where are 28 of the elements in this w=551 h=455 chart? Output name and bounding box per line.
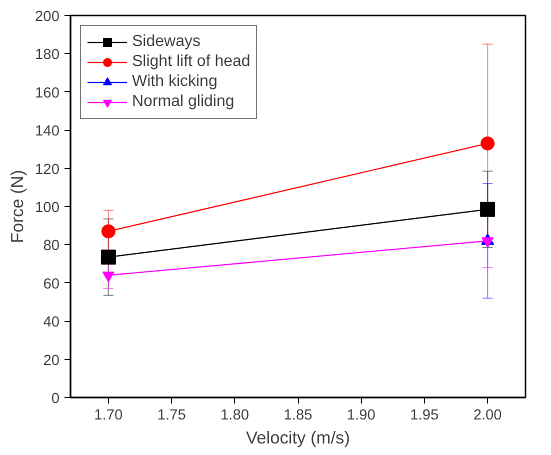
point — [480, 202, 496, 217]
legend-label: Normal gliding — [132, 93, 234, 111]
point — [480, 136, 495, 150]
y-tick-label: 60 — [43, 276, 60, 292]
legend-label: Sideways — [132, 33, 200, 51]
y-tick-label: 140 — [35, 124, 60, 140]
point — [100, 250, 116, 265]
x-tick-label: 1.70 — [94, 408, 123, 424]
x-axis-title: Velocity (m/s) — [246, 428, 350, 448]
y-tick-label: 20 — [43, 352, 60, 369]
y-tick-label: 80 — [43, 238, 60, 254]
y-tick-label: 0 — [51, 391, 60, 407]
point — [101, 224, 116, 238]
y-tick-label: 180 — [35, 47, 60, 64]
x-tick-label: 1.95 — [410, 408, 439, 424]
y-tick-label: 200 — [35, 9, 60, 25]
y-tick-label: 120 — [35, 162, 60, 178]
legend-label: With kicking — [132, 73, 218, 91]
x-tick-label: 1.80 — [220, 408, 250, 424]
x-tick-label: 1.75 — [157, 408, 186, 424]
x-tick-label: 2.00 — [473, 408, 502, 424]
y-axis-title: Force (N) — [7, 170, 28, 244]
x-tick-label: 1.85 — [284, 408, 312, 424]
legend-label: Slight lift of head — [132, 53, 250, 71]
y-tick-label: 160 — [35, 85, 60, 102]
y-tick-label: 100 — [35, 200, 60, 216]
x-tick-label: 1.90 — [346, 408, 376, 424]
y-tick-label: 40 — [43, 314, 60, 331]
